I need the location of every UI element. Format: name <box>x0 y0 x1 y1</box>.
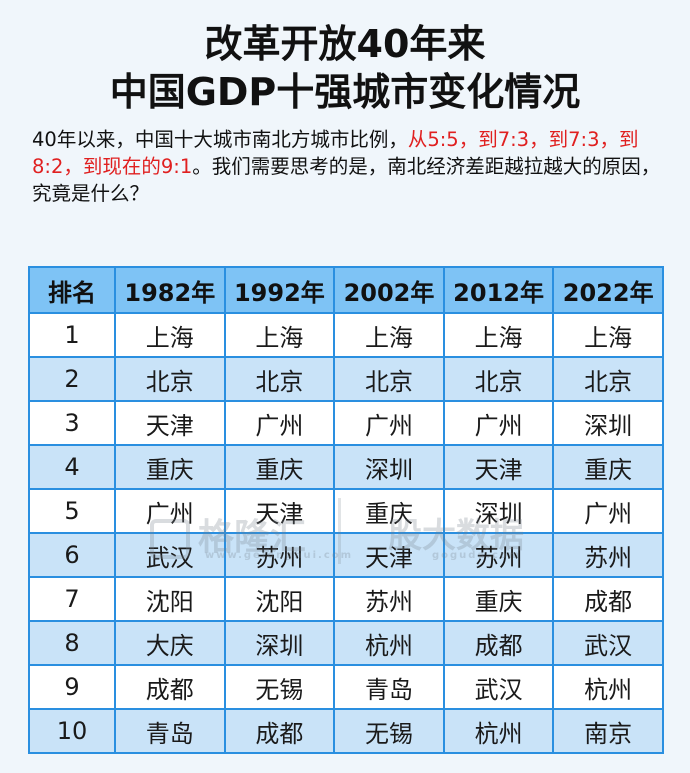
city-cell: 苏州 <box>552 532 664 578</box>
table-row: 9 成都 无锡 青岛 武汉 杭州 <box>28 664 664 710</box>
city-cell: 武汉 <box>442 664 555 710</box>
page-title-line1: 改革开放40年来 <box>204 22 486 66</box>
table-row: 2 北京 北京 北京 北京 北京 <box>28 356 664 402</box>
city-cell: 苏州 <box>223 532 336 578</box>
city-cell: 上海 <box>114 312 226 358</box>
city-cell: 青岛 <box>333 664 445 710</box>
rank-cell: 8 <box>28 620 116 666</box>
city-cell: 成都 <box>552 576 664 622</box>
city-cell: 广州 <box>552 488 664 534</box>
city-cell: 重庆 <box>223 444 336 490</box>
rank-cell: 5 <box>28 488 116 534</box>
header-year: 2002年 <box>333 266 445 314</box>
rank-cell: 7 <box>28 576 116 622</box>
city-cell: 无锡 <box>333 708 445 754</box>
intro-text-start: 40年以来，中国十大城市南北方城市比例， <box>32 128 408 151</box>
city-cell: 武汉 <box>114 532 226 578</box>
gdp-ranking-table: 排名 1982年 1992年 2002年 2012年 2022年 1 上海 上海 上海 上海 上海 2… <box>28 266 664 754</box>
city-cell: 北京 <box>552 356 664 402</box>
city-cell: 大庆 <box>114 620 226 666</box>
city-cell: 苏州 <box>442 532 555 578</box>
table-row: 3 天津 广州 广州 广州 深圳 <box>28 400 664 446</box>
city-cell: 无锡 <box>223 664 336 710</box>
table-row: 1 上海 上海 上海 上海 上海 <box>28 312 664 358</box>
rank-cell: 3 <box>28 400 116 446</box>
city-cell: 杭州 <box>442 708 555 754</box>
city-cell: 广州 <box>223 400 336 446</box>
city-cell: 上海 <box>442 312 555 358</box>
city-cell: 深圳 <box>442 488 555 534</box>
rank-cell: 4 <box>28 444 116 490</box>
rank-cell: 1 <box>28 312 116 358</box>
city-cell: 广州 <box>333 400 445 446</box>
rank-cell: 6 <box>28 532 116 578</box>
city-cell: 成都 <box>223 708 336 754</box>
city-cell: 重庆 <box>114 444 226 490</box>
table-row: 5 广州 天津 重庆 深圳 广州 <box>28 488 664 534</box>
city-cell: 天津 <box>333 532 445 578</box>
city-cell: 深圳 <box>333 444 445 490</box>
city-cell: 武汉 <box>552 620 664 666</box>
city-cell: 北京 <box>114 356 226 402</box>
city-cell: 天津 <box>442 444 555 490</box>
city-cell: 重庆 <box>442 576 555 622</box>
table-row: 6 武汉 苏州 天津 苏州 苏州 <box>28 532 664 578</box>
intro-ratio-highlight: 从5:5，到7:3，到7:3，到8:2，到现在的9:1 <box>32 128 639 178</box>
city-cell: 上海 <box>223 312 336 358</box>
city-cell: 广州 <box>114 488 226 534</box>
table-row: 8 大庆 深圳 杭州 成都 武汉 <box>28 620 664 666</box>
table-header-row: 排名 1982年 1992年 2002年 2012年 2022年 <box>28 266 664 314</box>
city-cell: 深圳 <box>223 620 336 666</box>
header-year: 2022年 <box>552 266 664 314</box>
watermark-divider <box>338 498 341 564</box>
city-cell: 沈阳 <box>223 576 336 622</box>
city-cell: 北京 <box>223 356 336 402</box>
city-cell: 天津 <box>114 400 226 446</box>
intro-text-end: 。我们需要思考的是，南北经济差距越拉越大的原因，究竟是什么？ <box>32 155 661 205</box>
rank-cell: 10 <box>28 708 116 754</box>
city-cell: 重庆 <box>333 488 445 534</box>
rank-cell: 2 <box>28 356 116 402</box>
header-rank: 排名 <box>28 266 116 314</box>
city-cell: 上海 <box>333 312 445 358</box>
city-cell: 苏州 <box>333 576 445 622</box>
table-row: 7 沈阳 沈阳 苏州 重庆 成都 <box>28 576 664 622</box>
city-cell: 重庆 <box>552 444 664 490</box>
page-title-line2: 中国GDP十强城市变化情况 <box>109 70 581 114</box>
city-cell: 青岛 <box>114 708 226 754</box>
table-row: 10 青岛 成都 无锡 杭州 南京 <box>28 708 664 754</box>
city-cell: 南京 <box>552 708 664 754</box>
city-cell: 北京 <box>333 356 445 402</box>
header-year: 1982年 <box>114 266 226 314</box>
city-cell: 杭州 <box>333 620 445 666</box>
table-row: 4 重庆 重庆 深圳 天津 重庆 <box>28 444 664 490</box>
header-year: 1992年 <box>223 266 336 314</box>
city-cell: 深圳 <box>552 400 664 446</box>
city-cell: 成都 <box>114 664 226 710</box>
city-cell: 杭州 <box>552 664 664 710</box>
city-cell: 天津 <box>223 488 336 534</box>
header-year: 2012年 <box>442 266 555 314</box>
intro-paragraph: 40年以来，中国十大城市南北方城市比例，从5:5，到7:3，到7:3，到8:2，… <box>32 126 666 207</box>
rank-cell: 9 <box>28 664 116 710</box>
city-cell: 北京 <box>442 356 555 402</box>
city-cell: 上海 <box>552 312 664 358</box>
city-cell: 成都 <box>442 620 555 666</box>
city-cell: 沈阳 <box>114 576 226 622</box>
city-cell: 广州 <box>442 400 555 446</box>
